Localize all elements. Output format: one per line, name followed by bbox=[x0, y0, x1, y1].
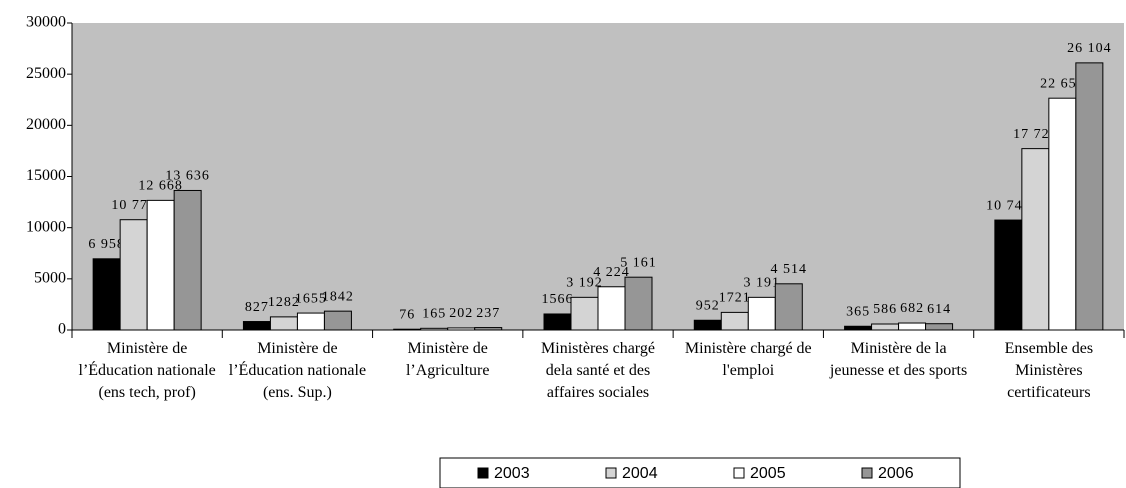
bar bbox=[323, 310, 352, 331]
legend-label: 2005 bbox=[750, 465, 786, 482]
legend-swatch bbox=[861, 467, 873, 479]
data-label: 827 bbox=[245, 300, 269, 315]
data-label: 237 bbox=[476, 306, 500, 321]
bar bbox=[146, 199, 175, 331]
data-label: 3 192 bbox=[566, 276, 603, 291]
x-tick-label: Ministère de la jeunesse et des sports bbox=[829, 340, 968, 379]
y-tick-label: 20000 bbox=[26, 116, 66, 133]
data-label: 1566 bbox=[542, 292, 574, 307]
data-label: 76 bbox=[399, 307, 415, 322]
x-tick-label: Ministère de l’Éducation nationale (ens … bbox=[78, 340, 216, 401]
bar bbox=[92, 258, 121, 331]
y-tick-label: 25000 bbox=[26, 65, 66, 82]
data-label: 17 724 bbox=[1013, 127, 1058, 142]
bar bbox=[1075, 62, 1104, 331]
data-label: 682 bbox=[900, 301, 924, 316]
y-tick-label: 10000 bbox=[26, 218, 66, 235]
data-label: 1842 bbox=[322, 289, 354, 304]
bar bbox=[774, 283, 803, 331]
legend-box bbox=[439, 457, 961, 488]
data-label: 13 636 bbox=[165, 169, 210, 184]
legend-swatch bbox=[733, 467, 745, 479]
plot-area bbox=[72, 23, 1124, 330]
data-label: 10 744 bbox=[986, 198, 1031, 213]
bar bbox=[474, 327, 503, 331]
data-label: 5 161 bbox=[620, 255, 657, 270]
data-label: 952 bbox=[696, 298, 720, 313]
data-label: 4 514 bbox=[771, 262, 808, 277]
data-label: 6 958 bbox=[88, 237, 125, 252]
y-tick-label: 30000 bbox=[26, 14, 66, 31]
x-tick-label: Ministère chargé de l'emploi bbox=[684, 340, 812, 379]
bar bbox=[173, 189, 202, 331]
data-label: 586 bbox=[873, 302, 897, 317]
x-tick-label: Ministère de l’Agriculture bbox=[405, 340, 490, 379]
x-tick-label: Ministère de l’Éducation nationale (ens.… bbox=[228, 340, 367, 401]
bar bbox=[925, 323, 954, 331]
data-label: 22 652 bbox=[1040, 76, 1085, 91]
x-tick-label: Ministères chargé dela santé et des affa… bbox=[541, 340, 655, 401]
data-label: 26 104 bbox=[1067, 41, 1112, 56]
data-label: 1282 bbox=[268, 295, 300, 310]
x-tick-label: Ensemble des Ministères certificateurs bbox=[1004, 340, 1094, 401]
bar bbox=[1048, 97, 1077, 331]
y-tick-label: 0 bbox=[58, 321, 66, 338]
bar bbox=[994, 219, 1023, 331]
data-label: 202 bbox=[449, 306, 473, 321]
bar bbox=[624, 276, 653, 331]
data-label: 3 191 bbox=[744, 276, 781, 291]
data-label: 1655 bbox=[295, 291, 327, 306]
data-label: 4 224 bbox=[593, 265, 630, 280]
bar bbox=[747, 296, 776, 331]
legend-label: 2006 bbox=[878, 465, 914, 482]
y-tick-label: 15000 bbox=[26, 167, 66, 184]
y-tick-label: 5000 bbox=[34, 270, 66, 287]
data-label: 12 668 bbox=[138, 179, 183, 194]
bar bbox=[119, 219, 148, 331]
data-label: 365 bbox=[846, 304, 870, 319]
legend-label: 2003 bbox=[494, 465, 530, 482]
data-label: 10 778 bbox=[111, 198, 156, 213]
data-label: 1721 bbox=[719, 291, 751, 306]
data-label: 614 bbox=[927, 302, 951, 317]
legend-label: 2004 bbox=[622, 465, 658, 482]
legend-swatch bbox=[477, 467, 489, 479]
legend-swatch bbox=[605, 467, 617, 479]
data-label: 165 bbox=[422, 307, 446, 322]
